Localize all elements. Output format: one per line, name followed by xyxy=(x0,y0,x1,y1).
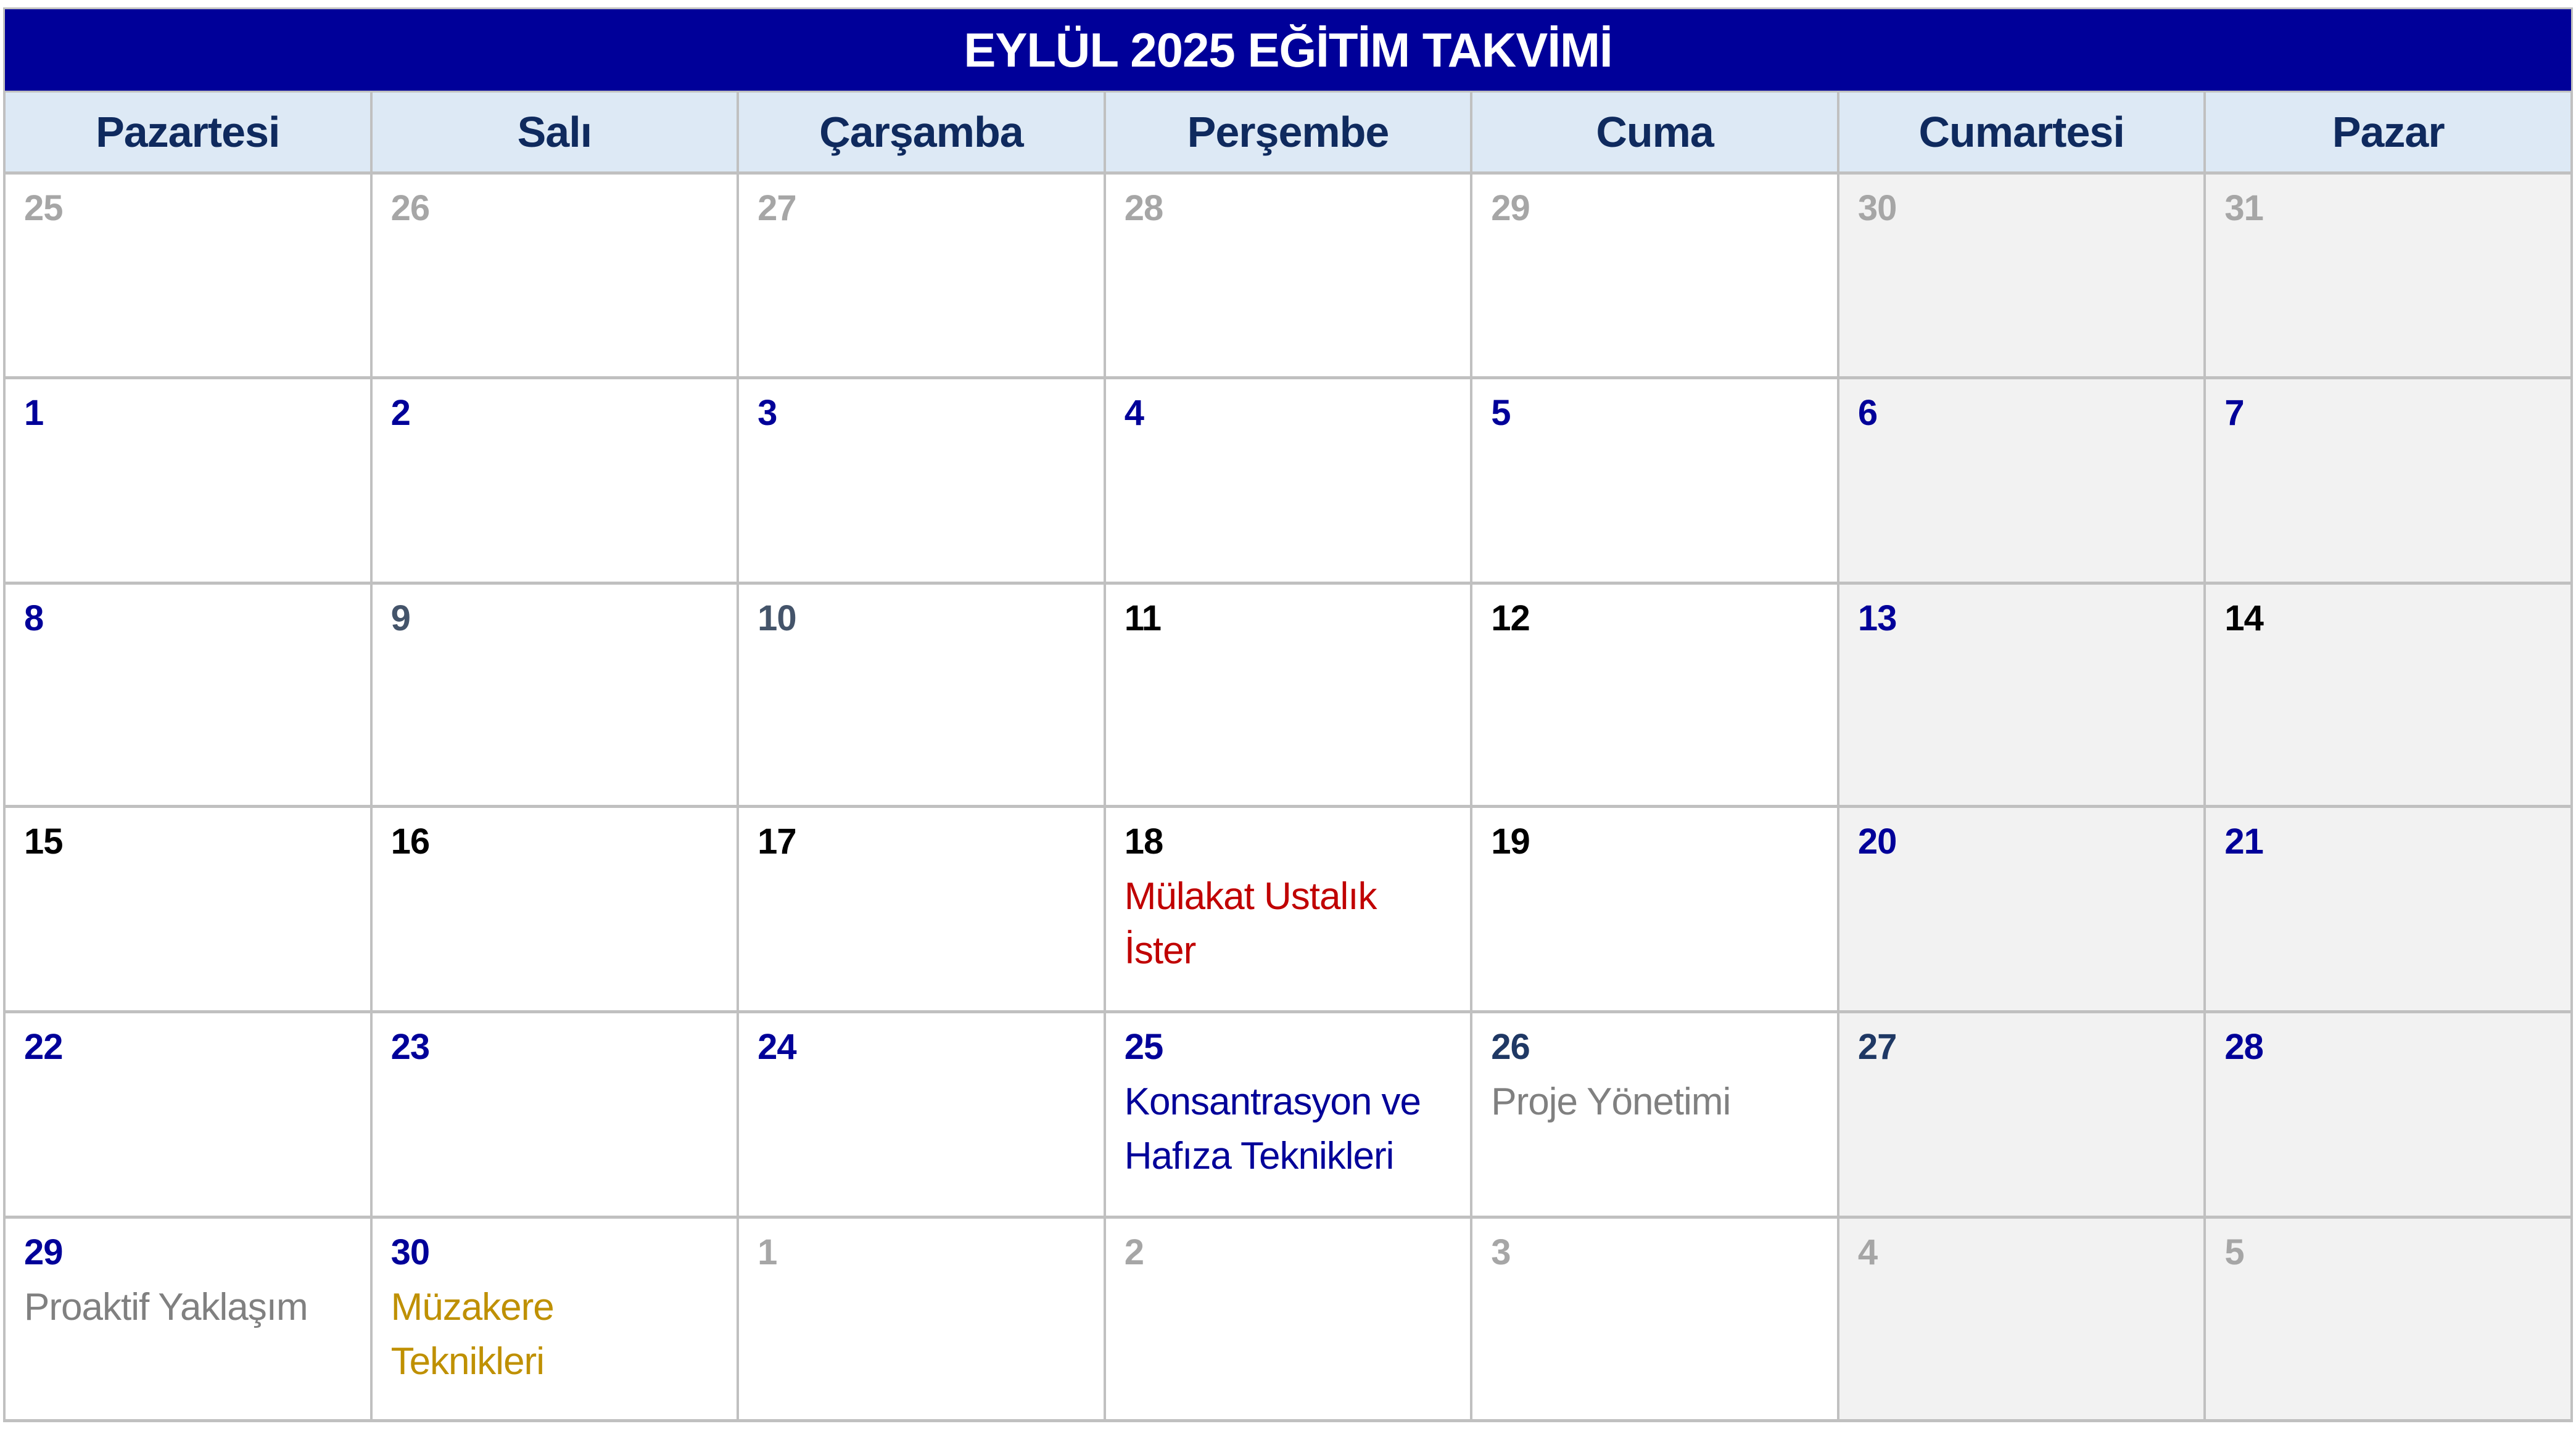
day-cell[interactable]: 16 xyxy=(372,808,740,1013)
day-number: 13 xyxy=(1857,598,1897,638)
day-cell[interactable]: 22 xyxy=(6,1013,373,1219)
day-cell[interactable]: 10 xyxy=(739,585,1106,808)
calendar-title: EYLÜL 2025 EĞİTİM TAKVİMİ xyxy=(3,7,2573,93)
day-cell[interactable]: 15 xyxy=(6,808,373,1013)
day-cell[interactable]: 1 xyxy=(6,379,373,585)
day-number: 23 xyxy=(390,1027,431,1067)
day-cell[interactable]: 26 xyxy=(372,175,740,379)
weekday-header-2: Salı xyxy=(372,93,740,175)
day-cell[interactable]: 31 xyxy=(2206,175,2573,379)
day-cell[interactable]: 12 xyxy=(1472,585,1839,808)
day-cell[interactable]: 4 xyxy=(1839,1219,2207,1422)
day-number: 20 xyxy=(1857,822,1897,862)
calendar-grid: Pazartesi Salı Çarşamba Perşembe Cuma Cumarte… xyxy=(3,93,2573,1422)
day-cell[interactable]: 17 xyxy=(739,808,1106,1013)
day-number: 25 xyxy=(24,188,64,228)
day-cell[interactable]: 21 xyxy=(2206,808,2573,1013)
day-number: 7 xyxy=(2224,393,2244,433)
day-number: 3 xyxy=(1491,1232,1511,1272)
day-number: 9 xyxy=(390,598,411,638)
day-number: 1 xyxy=(758,1232,777,1272)
day-cell[interactable]: 18 Mülakat Ustalık İster xyxy=(1105,808,1473,1013)
day-number: 21 xyxy=(2224,822,2264,862)
day-number: 2 xyxy=(1124,1232,1144,1272)
day-cell[interactable]: 29 xyxy=(1472,175,1839,379)
day-cell[interactable]: 1 xyxy=(739,1219,1106,1422)
day-number: 22 xyxy=(24,1027,64,1067)
day-number: 3 xyxy=(758,393,777,433)
day-cell[interactable]: 2 xyxy=(372,379,740,585)
day-cell[interactable]: 30 xyxy=(1839,175,2207,379)
day-cell[interactable]: 13 xyxy=(1839,585,2207,808)
day-number: 6 xyxy=(1857,393,1878,433)
day-cell[interactable]: 19 xyxy=(1472,808,1839,1013)
day-cell[interactable]: 30 Müzakere Teknikleri xyxy=(372,1219,740,1422)
day-cell[interactable]: 25 Konsantrasyon ve Hafıza Teknikleri xyxy=(1105,1013,1473,1219)
day-cell[interactable]: 9 xyxy=(372,585,740,808)
day-number: 27 xyxy=(1857,1027,1897,1067)
day-cell[interactable]: 25 xyxy=(6,175,373,379)
day-number: 24 xyxy=(758,1027,797,1067)
day-number: 29 xyxy=(1491,188,1530,228)
day-cell[interactable]: 26 Proje Yönetimi xyxy=(1472,1013,1839,1219)
day-cell[interactable]: 3 xyxy=(739,379,1106,585)
day-number: 4 xyxy=(1124,393,1144,433)
day-number: 30 xyxy=(1857,188,1897,228)
day-cell[interactable]: 20 xyxy=(1839,808,2207,1013)
day-number: 31 xyxy=(2224,188,2264,228)
training-event[interactable]: Proaktif Yaklaşım xyxy=(24,1286,308,1328)
day-cell[interactable]: 3 xyxy=(1472,1219,1839,1422)
day-number: 8 xyxy=(24,598,44,638)
day-number: 18 xyxy=(1124,822,1164,862)
day-number: 29 xyxy=(24,1232,64,1272)
day-number: 27 xyxy=(758,188,797,228)
weekday-header-7: Pazar xyxy=(2206,93,2573,175)
training-event[interactable]: Mülakat Ustalık İster xyxy=(1124,875,1377,972)
day-number: 12 xyxy=(1491,598,1530,638)
day-number: 16 xyxy=(390,822,431,862)
training-event[interactable]: Müzakere Teknikleri xyxy=(390,1286,555,1383)
day-number: 4 xyxy=(1857,1232,1878,1272)
day-number: 1 xyxy=(24,393,44,433)
day-cell[interactable]: 29 Proaktif Yaklaşım xyxy=(6,1219,373,1422)
day-number: 11 xyxy=(1124,598,1162,638)
day-cell[interactable]: 24 xyxy=(739,1013,1106,1219)
day-number: 5 xyxy=(2224,1232,2244,1272)
day-cell[interactable]: 7 xyxy=(2206,379,2573,585)
day-cell[interactable]: 4 xyxy=(1105,379,1473,585)
day-cell[interactable]: 8 xyxy=(6,585,373,808)
day-number: 28 xyxy=(2224,1027,2264,1067)
day-number: 5 xyxy=(1491,393,1511,433)
day-cell[interactable]: 2 xyxy=(1105,1219,1473,1422)
day-number: 17 xyxy=(758,822,797,862)
day-number: 28 xyxy=(1124,188,1164,228)
day-number: 19 xyxy=(1491,822,1530,862)
day-cell[interactable]: 5 xyxy=(2206,1219,2573,1422)
day-number: 30 xyxy=(390,1232,431,1272)
day-number: 25 xyxy=(1124,1027,1164,1067)
day-number: 15 xyxy=(24,822,64,862)
day-cell[interactable]: 27 xyxy=(1839,1013,2207,1219)
day-cell[interactable]: 5 xyxy=(1472,379,1839,585)
day-cell[interactable]: 14 xyxy=(2206,585,2573,808)
day-cell[interactable]: 11 xyxy=(1105,585,1473,808)
weekday-header-1: Pazartesi xyxy=(6,93,373,175)
day-number: 26 xyxy=(1491,1027,1530,1067)
day-cell[interactable]: 27 xyxy=(739,175,1106,379)
day-cell[interactable]: 28 xyxy=(2206,1013,2573,1219)
day-number: 10 xyxy=(758,598,797,638)
day-cell[interactable]: 23 xyxy=(372,1013,740,1219)
day-cell[interactable]: 6 xyxy=(1839,379,2207,585)
training-event[interactable]: Konsantrasyon ve Hafıza Teknikleri xyxy=(1124,1081,1421,1177)
day-number: 26 xyxy=(390,188,431,228)
weekday-header-6: Cumartesi xyxy=(1839,93,2207,175)
weekday-header-4: Perşembe xyxy=(1105,93,1473,175)
weekday-header-5: Cuma xyxy=(1472,93,1839,175)
weekday-header-3: Çarşamba xyxy=(739,93,1106,175)
day-number: 2 xyxy=(390,393,411,433)
day-number: 14 xyxy=(2224,598,2264,638)
day-cell[interactable]: 28 xyxy=(1105,175,1473,379)
training-event[interactable]: Proje Yönetimi xyxy=(1491,1081,1731,1123)
calendar: EYLÜL 2025 EĞİTİM TAKVİMİ Pazartesi Salı Ç… xyxy=(3,7,2573,1422)
